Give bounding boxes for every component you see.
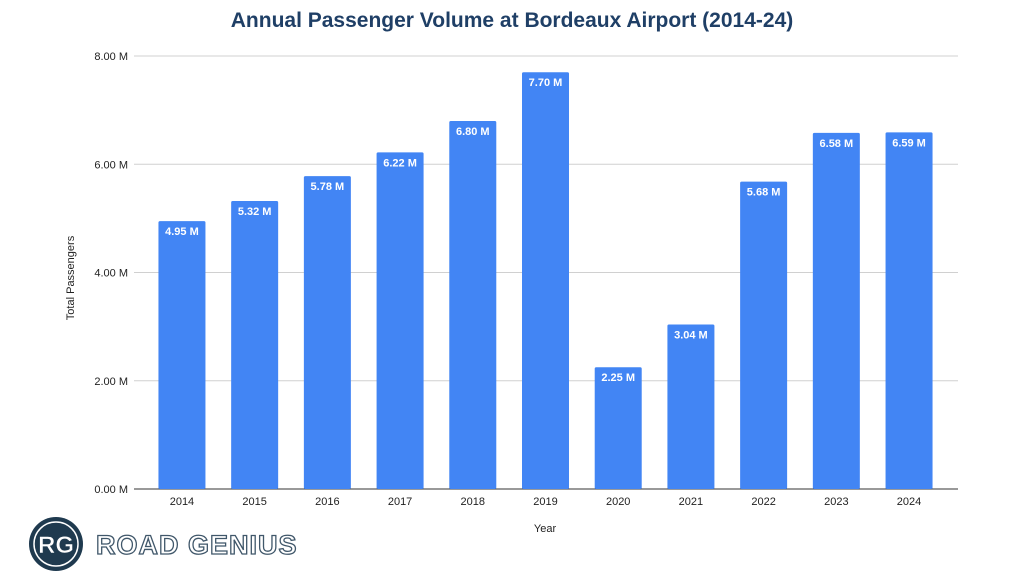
x-tick-label: 2023	[824, 496, 848, 508]
x-tick-label: 2022	[751, 496, 775, 508]
logo-text: ROAD GENIUS	[96, 530, 298, 560]
logo-monogram: RG	[38, 532, 74, 559]
y-tick-label: 0.00 M	[94, 484, 128, 496]
data-label: 6.59 M	[892, 137, 926, 149]
x-tick-label: 2019	[533, 496, 557, 508]
bar-2015	[231, 201, 279, 489]
x-tick-label: 2015	[242, 496, 266, 508]
bar-2017	[376, 152, 424, 489]
x-tick-label: 2016	[315, 496, 339, 508]
y-tick-label: 8.00 M	[94, 51, 128, 63]
y-tick-label: 2.00 M	[94, 376, 128, 388]
bars: 4.95 M 5.32 M 5.78 M 6.22 M 6.80 M 7.70 M 2.25…	[158, 72, 933, 490]
x-tick-label: 2014	[170, 496, 194, 508]
bar-2019	[522, 72, 569, 490]
data-label: 6.80 M	[456, 126, 490, 138]
bar-2023	[812, 132, 860, 490]
bar-2014	[158, 221, 206, 490]
y-axis-ticks: 0.00 M 2.00 M 4.00 M 6.00 M 8.00 M	[94, 51, 128, 496]
bar-2022	[740, 181, 788, 489]
data-label: 6.58 M	[820, 138, 854, 150]
data-label: 7.70 M	[529, 77, 563, 89]
data-label: 5.68 M	[747, 187, 781, 199]
chart-title: Annual Passenger Volume at Bordeaux Airp…	[231, 9, 794, 32]
data-label: 5.32 M	[238, 206, 272, 218]
bar-2020	[594, 367, 642, 489]
y-axis-label: Total Passengers	[65, 235, 77, 320]
data-label: 3.04 M	[674, 329, 708, 341]
data-label: 2.25 M	[601, 372, 635, 384]
bar-2018	[449, 120, 497, 489]
y-tick-label: 4.00 M	[94, 268, 128, 280]
logo-badge	[29, 517, 83, 571]
data-label: 4.95 M	[165, 226, 199, 238]
road-genius-logo: RG ROAD GENIUS	[29, 517, 298, 571]
x-tick-label: 2024	[897, 496, 921, 508]
x-axis-ticks: 2014 2015 2016 2017 2018 2019 2020 2021 2022 2023…	[170, 496, 922, 508]
bar-2021	[667, 324, 715, 489]
x-tick-label: 2020	[606, 496, 630, 508]
data-label: 6.22 M	[383, 157, 417, 169]
y-tick-label: 6.00 M	[94, 159, 128, 171]
data-label: 5.78 M	[311, 181, 345, 193]
x-axis-label: Year	[534, 523, 557, 535]
x-tick-label: 2017	[388, 496, 412, 508]
bar-2016	[303, 176, 351, 489]
x-tick-label: 2018	[461, 496, 485, 508]
bar-2024	[885, 132, 933, 489]
x-tick-label: 2021	[679, 496, 703, 508]
